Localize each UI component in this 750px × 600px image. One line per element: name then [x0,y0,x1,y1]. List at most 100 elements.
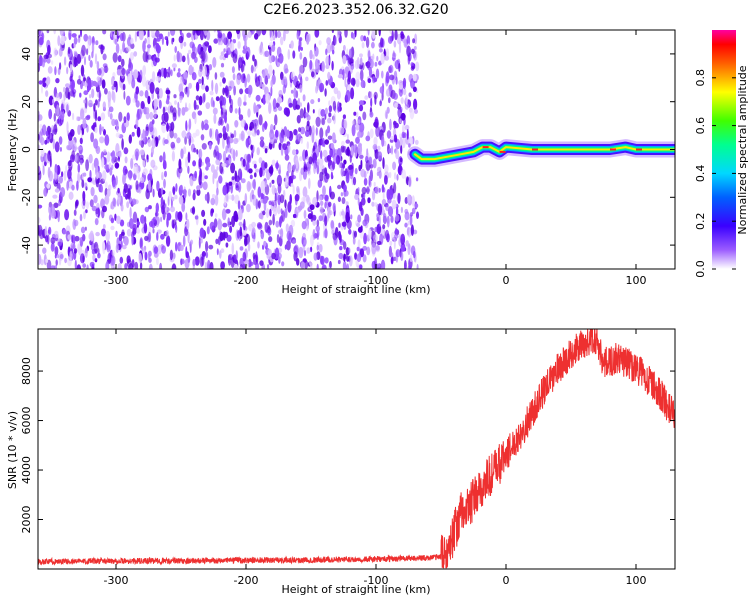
noise-speckle [66,104,69,113]
noise-speckle [244,193,248,205]
noise-speckle [329,260,332,269]
noise-speckle [126,228,132,237]
noise-speckle [324,257,329,264]
noise-speckle [235,175,240,183]
noise-speckle [275,102,280,108]
noise-speckle [203,92,206,103]
noise-speckle [148,263,153,269]
noise-speckle [293,87,297,99]
noise-speckle [57,211,60,223]
noise-speckle [214,82,219,95]
noise-speckle [250,64,254,74]
noise-speckle [324,228,328,239]
noise-speckle [242,251,247,262]
noise-speckle [201,120,205,131]
noise-speckle [409,214,413,226]
noise-speckle [375,125,380,138]
noise-speckle [172,37,175,43]
noise-speckle [42,82,47,88]
noise-speckle [316,164,320,175]
noise-speckle [185,120,188,132]
spectrogram-x-label: Height of straight line (km) [281,283,430,296]
noise-speckle [257,186,262,198]
noise-speckle [312,145,315,152]
noise-speckle [223,48,226,53]
noise-speckle [304,130,310,137]
noise-speckle [358,264,363,269]
noise-speckle [316,219,320,227]
noise-speckle [63,86,66,93]
noise-speckle [78,75,81,80]
noise-speckle [162,208,166,221]
noise-speckle [299,102,302,107]
noise-speckle [233,263,238,269]
y-tick-label: 8000 [20,357,33,385]
noise-speckle [83,90,89,96]
noise-speckle [399,118,402,124]
noise-speckle [269,182,272,188]
noise-speckle [248,168,253,174]
x-tick-label: -200 [234,574,259,587]
noise-speckle [275,162,279,170]
noise-speckle [372,190,376,201]
noise-speckle [136,126,141,138]
noise-speckle [160,216,163,223]
noise-speckle [159,155,163,163]
noise-speckle [68,160,72,167]
noise-speckle [366,246,371,256]
noise-speckle [53,124,58,135]
noise-speckle [91,205,97,212]
noise-speckle [262,94,267,105]
noise-speckle [367,50,371,60]
noise-speckle [357,239,361,249]
noise-speckle [62,229,67,235]
noise-speckle [231,242,235,255]
noise-speckle [269,46,272,56]
noise-speckle [79,137,83,145]
noise-speckle [226,123,230,132]
noise-speckle [66,121,69,134]
noise-speckle [394,122,399,129]
noise-speckle [388,97,391,104]
noise-speckle [126,46,131,52]
noise-speckle [337,184,342,190]
noise-speckle [103,149,107,154]
noise-speckle [390,215,394,223]
noise-speckle [136,221,141,226]
noise-speckle [352,78,356,87]
noise-speckle [249,174,253,180]
noise-speckle [367,197,371,204]
noise-speckle [40,136,45,146]
noise-speckle [214,213,218,218]
noise-speckle [86,114,91,119]
noise-speckle [411,195,415,207]
noise-speckle [303,195,306,204]
noise-speckle [95,231,100,237]
noise-speckle [175,211,179,221]
noise-speckle [71,33,77,38]
noise-speckle [87,177,93,183]
noise-speckle [237,57,243,69]
noise-speckle [66,180,69,191]
noise-speckle [316,231,319,240]
noise-speckle [118,111,123,122]
noise-speckle [209,221,215,231]
noise-speckle [280,71,284,81]
noise-speckle [112,197,116,207]
noise-speckle [262,244,265,250]
noise-speckle [254,105,259,113]
noise-speckle [195,30,201,36]
noise-speckle [400,33,405,40]
noise-speckle [325,64,330,70]
noise-speckle [358,100,364,106]
snr-frame [37,328,676,570]
noise-speckle [38,114,43,121]
noise-speckle [176,137,181,144]
noise-speckle [185,156,189,168]
noise-speckle [306,247,311,254]
noise-speckle [267,264,270,269]
noise-speckle [82,263,87,268]
noise-speckle [173,94,177,99]
noise-speckle [272,69,275,76]
